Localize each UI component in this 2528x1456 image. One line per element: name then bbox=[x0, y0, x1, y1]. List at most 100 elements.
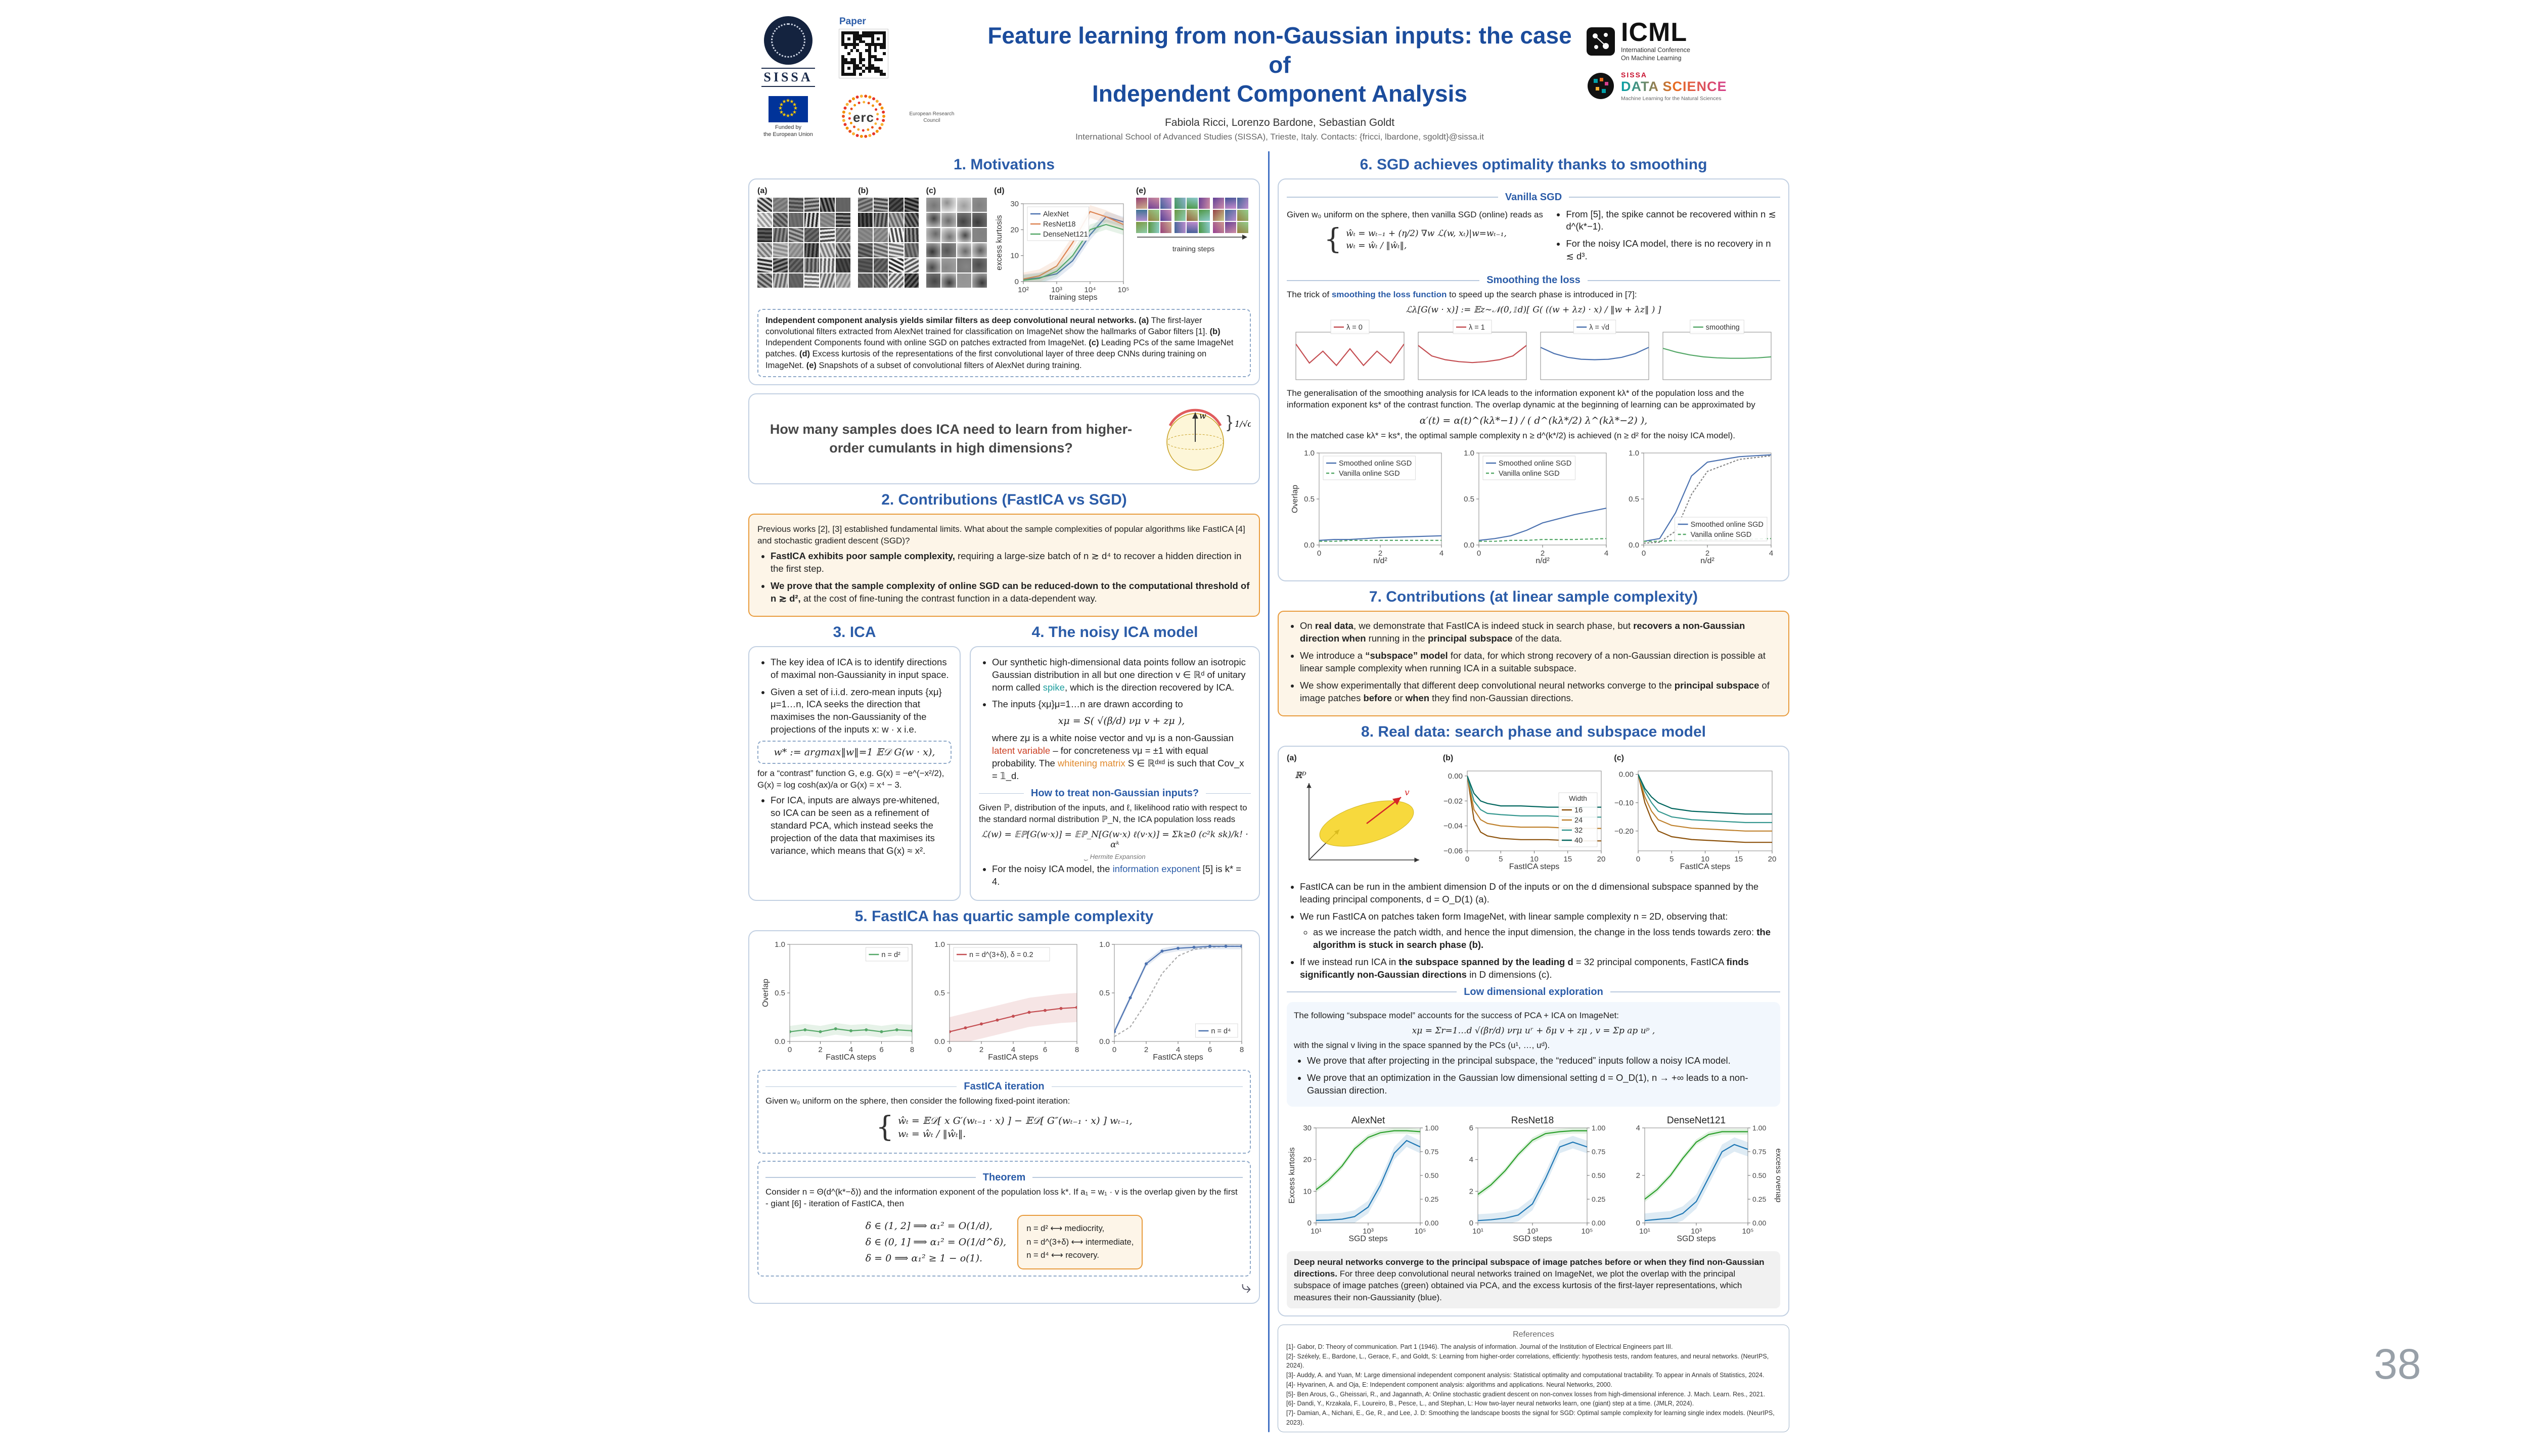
svg-text:10⁵: 10⁵ bbox=[1742, 1227, 1754, 1236]
svg-text:0.0: 0.0 bbox=[934, 1037, 945, 1046]
svg-text:16: 16 bbox=[1574, 806, 1583, 814]
svg-text:4: 4 bbox=[1769, 549, 1773, 558]
training-steps-arrow-icon bbox=[1137, 234, 1247, 240]
landscape-smoothing-chart: smoothing bbox=[1659, 319, 1775, 384]
svg-text:2: 2 bbox=[1541, 549, 1545, 558]
sgd-smoothing-box: Vanilla SGD Given w₀ uniform on the sphe… bbox=[1278, 178, 1789, 582]
erc-logo: erc bbox=[839, 93, 888, 142]
datascience-wordmark: DATA SCIENCE bbox=[1621, 78, 1727, 94]
filter-snapshots bbox=[1136, 197, 1251, 233]
sissa-logo: SISSA bbox=[750, 16, 826, 87]
svg-text:Vanilla online SGD: Vanilla online SGD bbox=[1691, 531, 1752, 539]
svg-text:0: 0 bbox=[1469, 1219, 1473, 1227]
reference-2: [2]- Székely, E., Bardone, L., Gerace, F… bbox=[1286, 1352, 1769, 1370]
vanilla-sgd-subheading: Vanilla SGD bbox=[1505, 191, 1562, 203]
svg-text:30: 30 bbox=[1010, 200, 1019, 208]
icml-mark-icon bbox=[1587, 27, 1615, 56]
svg-text:n/d²: n/d² bbox=[1700, 557, 1714, 565]
svg-text:4: 4 bbox=[1439, 549, 1443, 558]
fastica-iteration-box: FastICA iteration Given w₀ uniform on th… bbox=[757, 1069, 1251, 1154]
figure-c: (c) bbox=[926, 187, 989, 288]
landscape-lambda-sqrtd-chart: λ = √d bbox=[1537, 319, 1653, 384]
vanilla-sgd-left: Given w₀ uniform on the sphere, then van… bbox=[1287, 206, 1544, 270]
header-right-logos: ICML International Conference On Machine … bbox=[1587, 16, 1804, 102]
svg-text:0.5: 0.5 bbox=[1304, 495, 1315, 504]
motivations-figure-row: (a) (b) (c) (d) 10² 10³ 10⁴ 10⁵ 0 10 20 30 train… bbox=[757, 187, 1251, 304]
svg-text:0: 0 bbox=[1477, 549, 1481, 558]
vanilla-sgd-intro: Given w₀ uniform on the sphere, then van… bbox=[1287, 209, 1543, 219]
icml-subtitle: International Conference On Machine Learn… bbox=[1621, 47, 1690, 62]
svg-text:λ = √d: λ = √d bbox=[1589, 324, 1609, 332]
inputs-definition: The inputs {xμ}μ=1…n are drawn according… bbox=[992, 698, 1251, 782]
svg-text:n = d^(3+δ), δ = 0.2: n = d^(3+δ), δ = 0.2 bbox=[969, 951, 1033, 959]
subspace-model-formula: xμ = Σr=1…d √(βr/d) νrμ uʳ + δμ v + zμ ,… bbox=[1412, 1025, 1655, 1036]
overlap-chart-n-d3: 0 2 4 6 8 0.0 0.5 1.0 FastICA steps n = d^(3+δ), … bbox=[925, 938, 1083, 1064]
question-box: How many samples does ICA need to learn … bbox=[748, 393, 1260, 484]
svg-text:6: 6 bbox=[1208, 1045, 1212, 1054]
svg-text:v: v bbox=[1405, 788, 1410, 798]
theorem-cases: δ ∈ (1, 2] ⟹ α₁² = O(1/d), δ ∈ (0, 1] ⟹ … bbox=[865, 1220, 1007, 1264]
authors: Fabiola Ricci, Lorenzo Bardone, Sebastia… bbox=[1164, 116, 1395, 128]
landscape-plots-row: λ = 0 λ = 1 λ = √d smoothing bbox=[1287, 319, 1780, 384]
reference-4: [4]- Hyvarinen, A. and Oja, E: Independe… bbox=[1286, 1381, 1612, 1388]
funding-logos: ★ ★ ★ ★ ★ ★ ★ ★ ★ ★ ★ ★ Funded by the European Union… bbox=[750, 93, 973, 142]
svg-text:0: 0 bbox=[1015, 278, 1019, 286]
svg-text:1.0: 1.0 bbox=[1629, 449, 1639, 458]
low-dim-subheading: Low dimensional exploration bbox=[1464, 986, 1603, 997]
contribution-fastica: FastICA exhibits poor sample complexity,… bbox=[771, 550, 1251, 575]
svg-text:Excess kurtosis: Excess kurtosis bbox=[1288, 1147, 1296, 1203]
qr-label: Paper bbox=[839, 16, 866, 27]
svg-text:10: 10 bbox=[1303, 1187, 1312, 1196]
figure-subspace-sketch: (a) ℝᴰ v bbox=[1287, 754, 1438, 876]
alexnet-chart: 10¹ 10³ 10⁵ 0 10 20 30 0.00 0.25 0.50 0.75 1.00 SGD … bbox=[1287, 1113, 1447, 1245]
svg-text:2: 2 bbox=[818, 1045, 822, 1054]
svg-text:Smoothed online SGD: Smoothed online SGD bbox=[1499, 460, 1571, 468]
section-6-heading: 6. SGD achieves optimality thanks to smo… bbox=[1360, 156, 1707, 173]
svg-text:10¹: 10¹ bbox=[1472, 1227, 1483, 1236]
svg-text:0.25: 0.25 bbox=[1752, 1195, 1766, 1203]
svg-text:}: } bbox=[1227, 413, 1232, 432]
figure-d: (d) 10² 10³ 10⁴ 10⁵ 0 10 20 30 training steps exc… bbox=[994, 187, 1131, 304]
motivations-caption: Independent component analysis yields si… bbox=[757, 308, 1251, 377]
svg-text:0.0: 0.0 bbox=[1464, 541, 1474, 550]
svg-text:0.50: 0.50 bbox=[1752, 1171, 1766, 1179]
research-question: How many samples does ICA need to learn … bbox=[770, 422, 1133, 456]
svg-text:10¹: 10¹ bbox=[1639, 1227, 1650, 1236]
svg-text:0.50: 0.50 bbox=[1592, 1171, 1605, 1179]
brace-icon: { bbox=[876, 1110, 894, 1144]
section-4-heading: 4. The noisy ICA model bbox=[1031, 623, 1198, 641]
reference-6: [6]- Dandi, Y., Krzakala, F., Loureiro, … bbox=[1286, 1400, 1694, 1407]
reduced-inputs-note: We prove that after projecting in the pr… bbox=[1307, 1055, 1773, 1067]
poster-title: Feature learning from non-Gaussian input… bbox=[986, 21, 1573, 109]
svg-text:AlexNet: AlexNet bbox=[1351, 1115, 1385, 1126]
svg-text:32: 32 bbox=[1574, 827, 1583, 835]
cnn-caption: Deep neural networks converge to the pri… bbox=[1287, 1251, 1780, 1309]
spike-definition: Our synthetic high-dimensional data poin… bbox=[992, 656, 1251, 694]
svg-text:2: 2 bbox=[979, 1045, 983, 1054]
figure-b: (b) bbox=[858, 187, 921, 288]
ica-filters-grid bbox=[858, 197, 919, 288]
figure-c-label: (c) bbox=[926, 186, 936, 195]
svg-text:20: 20 bbox=[1010, 225, 1019, 234]
svg-text:Vanilla online SGD: Vanilla online SGD bbox=[1339, 470, 1400, 478]
figure-e-label: (e) bbox=[1136, 186, 1146, 195]
svg-text:4: 4 bbox=[1011, 1045, 1015, 1054]
svg-text:8: 8 bbox=[910, 1045, 914, 1054]
cnn-charts-row: 10¹ 10³ 10⁵ 0 10 20 30 0.00 0.25 0.50 0.75 1.00 SGD … bbox=[1287, 1113, 1783, 1245]
loss-change-subspace-chart: 0 5 10 15 20 0.00 −0.10 −0.20 FastICA steps bbox=[1614, 765, 1778, 873]
sissa-logo-text: SISSA bbox=[761, 68, 815, 87]
svg-text:4: 4 bbox=[1469, 1155, 1473, 1164]
fastica-box: 0 2 4 6 8 0.0 0.5 1.0 FastICA steps Overlap n = d²… bbox=[748, 930, 1260, 1304]
smoothed-loss-formula: ℒλ[G(w · x)] := 𝔼z∼𝒩(0,𝟙d)[ G( ((w + λz)… bbox=[1406, 305, 1661, 315]
column-divider bbox=[1268, 151, 1270, 1432]
svg-text:8: 8 bbox=[1240, 1045, 1244, 1054]
svg-text:15: 15 bbox=[1563, 855, 1572, 863]
svg-text:0.00: 0.00 bbox=[1752, 1219, 1766, 1227]
noisy-ica-box: Our synthetic high-dimensional data poin… bbox=[970, 646, 1260, 901]
section-5-heading: 5. FastICA has quartic sample complexity bbox=[854, 907, 1154, 925]
training-steps-axis-label: training steps bbox=[1172, 244, 1215, 253]
real-data-box: (a) ℝᴰ v bbox=[1278, 745, 1789, 1317]
svg-text:1.0: 1.0 bbox=[1464, 449, 1474, 458]
ica-box: The key idea of ICA is to identify direc… bbox=[748, 646, 961, 901]
matched-case-note: In the matched case kλ* = ks*, the optim… bbox=[1287, 431, 1735, 441]
